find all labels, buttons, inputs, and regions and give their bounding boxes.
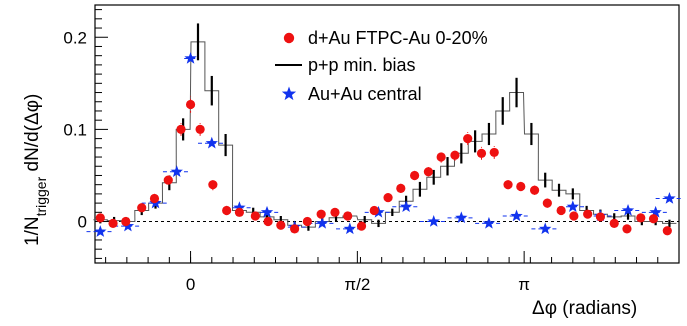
d-au-point xyxy=(489,147,499,158)
au-au-point xyxy=(170,165,183,178)
y-axis-title-subscript: trigger xyxy=(33,176,49,216)
y-tick-label: 0.1 xyxy=(63,120,87,139)
au-au-point xyxy=(621,203,635,216)
d-au-point xyxy=(569,211,579,221)
d-au-point xyxy=(369,205,379,216)
au-au-point xyxy=(455,211,468,224)
d-au-point xyxy=(595,212,606,222)
d-au-point xyxy=(290,224,300,234)
d-au-point xyxy=(410,170,420,181)
x-axis-title: Δφ (radians) xyxy=(532,298,637,319)
legend-marker-d-au xyxy=(283,32,295,44)
legend-label-d-au: d+Au FTPC-Au 0-20% xyxy=(308,28,488,48)
d-au-point xyxy=(195,124,205,134)
d-au-point xyxy=(423,167,434,177)
d-au-point xyxy=(302,216,312,227)
legend-label-au-au: Au+Au central xyxy=(308,84,422,104)
d-au-point xyxy=(463,134,473,144)
au-au-point xyxy=(427,215,440,227)
d-au-point xyxy=(137,203,147,213)
x-axis: 0 π/2 π xyxy=(105,251,659,294)
d-au-point xyxy=(121,216,131,227)
au-au-point xyxy=(184,51,197,64)
d-au-point xyxy=(108,218,118,228)
d-au-point xyxy=(622,224,632,234)
x-tick-label: 0 xyxy=(186,275,195,294)
d-au-point xyxy=(95,213,105,223)
d-au-point xyxy=(222,205,232,216)
au-au-point xyxy=(399,200,413,213)
d-au-point xyxy=(383,192,393,203)
au-au-point xyxy=(663,192,676,204)
series-d-au-ftpc xyxy=(95,96,672,236)
au-au-point xyxy=(94,225,107,237)
y-axis-title: 1/Ntrigger dN/d(Δφ) xyxy=(22,94,49,246)
d-au-point xyxy=(149,193,160,204)
d-au-point xyxy=(529,185,540,195)
au-au-point xyxy=(566,200,579,213)
d-au-point xyxy=(276,220,286,230)
d-au-point xyxy=(263,216,273,227)
d-au-point xyxy=(250,211,260,221)
y-axis-title-rest: dN/d(Δφ) xyxy=(22,94,43,177)
y-axis-title-main: 1/N xyxy=(22,216,43,246)
legend-label-pp: p+p min. bias xyxy=(308,55,416,75)
au-au-point xyxy=(343,222,357,235)
d-au-point xyxy=(476,148,487,158)
au-au-point xyxy=(510,209,523,222)
x-tick-label: π/2 xyxy=(344,275,370,294)
d-au-point xyxy=(343,211,353,221)
d-au-point xyxy=(436,152,446,162)
plot-frame xyxy=(94,4,680,264)
au-au-point xyxy=(482,216,496,229)
d-au-point xyxy=(662,226,672,236)
d-au-point xyxy=(516,181,526,192)
d-au-point xyxy=(163,175,173,185)
d-au-point xyxy=(503,180,513,190)
d-au-point xyxy=(176,124,186,134)
legend: d+Au FTPC-Au 0-20% p+p min. bias Au+Au c… xyxy=(275,28,488,104)
au-au-point xyxy=(649,205,662,218)
d-au-point xyxy=(636,213,646,223)
au-au-point xyxy=(233,201,246,213)
d-au-point xyxy=(583,209,593,219)
au-au-point xyxy=(205,136,218,149)
d-au-point xyxy=(330,207,340,217)
d-au-point xyxy=(648,214,659,224)
x-tick-label: π xyxy=(518,275,530,294)
d-au-point xyxy=(396,183,406,193)
d-au-point xyxy=(609,218,619,228)
d-au-point xyxy=(208,180,218,190)
y-tick-label: 0 xyxy=(78,213,87,232)
d-au-point xyxy=(185,99,196,110)
au-au-point xyxy=(539,222,552,235)
au-au-point xyxy=(260,205,274,218)
y-tick-label: 0.2 xyxy=(63,28,87,47)
d-au-point xyxy=(234,207,245,217)
d-au-point xyxy=(316,209,326,219)
d-au-point xyxy=(356,221,367,231)
d-au-point xyxy=(450,150,460,160)
d-au-point xyxy=(542,198,552,208)
au-au-point xyxy=(316,216,329,229)
d-au-point xyxy=(556,205,566,216)
legend-marker-au-au xyxy=(281,86,297,101)
